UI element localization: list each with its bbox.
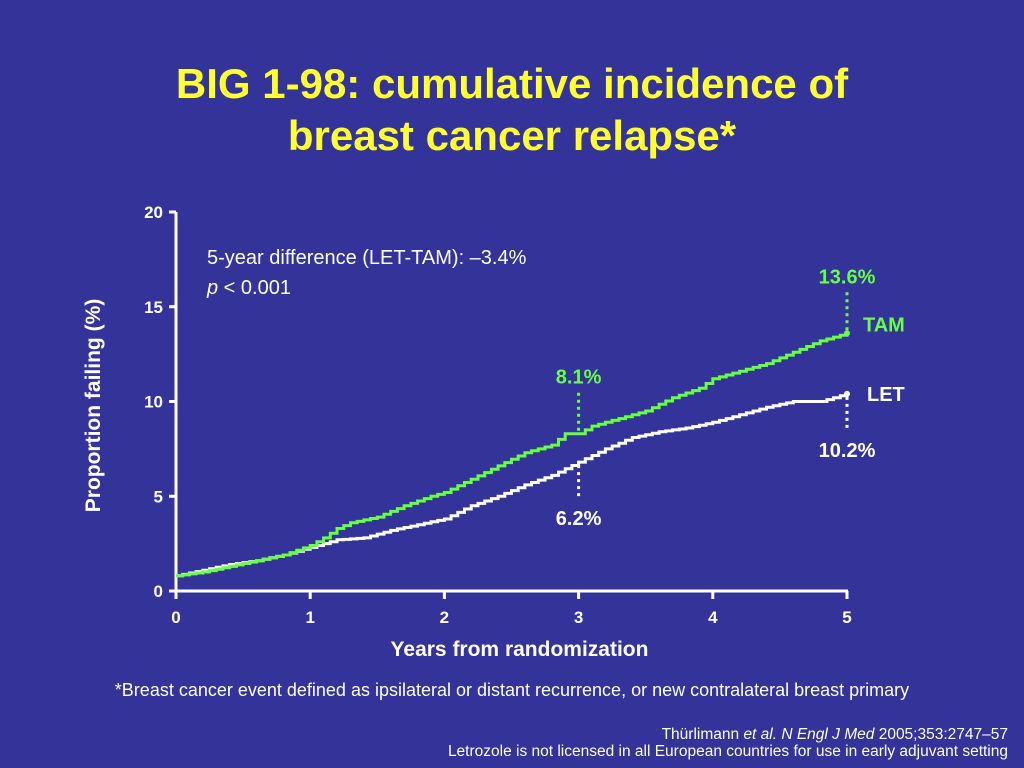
chart-annotations: TAM LET 8.1% 6.2% 13.6% 10.2% [556, 266, 905, 530]
series-label-let: LET [867, 384, 905, 406]
y-axis-title: Proportion failing (%) [82, 299, 105, 512]
slide-title-line1: BIG 1-98: cumulative incidence of [175, 60, 849, 107]
series-line-let [176, 393, 849, 578]
series-label-tam: TAM [863, 314, 905, 336]
chart-series [176, 330, 850, 578]
p-value-label: p [206, 277, 218, 299]
licensing-note: Letrozole is not licensed in all Europea… [447, 743, 1008, 760]
x-tick-label: 0 [171, 608, 180, 627]
citation-author: Thürlimann [661, 726, 744, 743]
p-value-annotation: p < 0.001 [206, 277, 291, 299]
y-tick-label: 20 [144, 203, 163, 222]
x-tick-label: 4 [708, 608, 718, 627]
slide-title: BIG 1-98: cumulative incidence of breast… [0, 58, 1024, 162]
difference-annotation: 5-year difference (LET-TAM): –3.4% [207, 247, 527, 269]
y-tick-label: 0 [154, 582, 163, 601]
slide-title-line2: breast cancer relapse* [287, 112, 737, 159]
y-tick-label: 10 [144, 393, 163, 412]
x-axis-title: Years from randomization [391, 638, 649, 661]
series-end-marker [844, 390, 850, 397]
chart-axes: 0 5 10 15 20 0 1 2 3 4 5 Years from randomization Pr… [82, 203, 852, 661]
x-tick-label: 2 [440, 608, 449, 627]
y-tick-label: 5 [154, 487, 163, 506]
p-value-value: < 0.001 [218, 277, 291, 299]
citation-details: 2005;353:2747–57 [874, 726, 1008, 743]
value-label: 13.6% [819, 266, 876, 288]
series-line-tam [176, 333, 849, 578]
value-label: 6.2% [556, 508, 602, 530]
y-tick-label: 15 [144, 298, 163, 317]
reference-block: Thürlimann et al. N Engl J Med 2005;353:… [448, 726, 1008, 760]
x-tick-label: 5 [842, 608, 851, 627]
x-tick-label: 1 [305, 608, 314, 627]
series-end-marker [844, 330, 850, 337]
citation-journal: et al. N Engl J Med [743, 726, 875, 743]
citation: Thürlimann et al. N Engl J Med 2005;353:… [448, 726, 1008, 743]
value-label: 8.1% [556, 367, 602, 389]
value-label: 10.2% [819, 440, 876, 462]
x-tick-label: 3 [574, 608, 583, 627]
footnote: *Breast cancer event defined as ipsilate… [114, 680, 910, 700]
